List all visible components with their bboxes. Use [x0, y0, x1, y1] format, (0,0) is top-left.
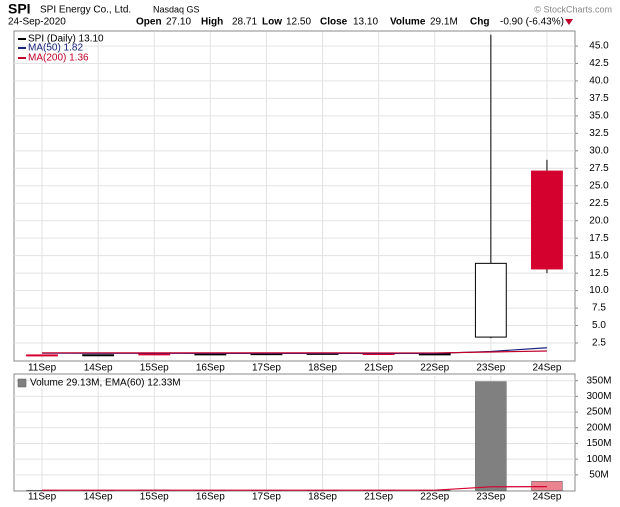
quote-value: 12.50 [286, 17, 311, 28]
legend-swatch [17, 378, 27, 388]
down-arrow [565, 19, 573, 25]
volume-bar [475, 381, 507, 491]
line-series [42, 350, 547, 354]
candle-body [82, 354, 115, 357]
candle-body [531, 170, 563, 270]
line-series [42, 486, 547, 491]
y-tick-label: 20.0 [589, 215, 609, 226]
x-tick-label: 11Sep [28, 363, 57, 374]
y-tick-label: 200M [586, 422, 611, 433]
y-tick-label: 40.0 [589, 76, 609, 87]
credit: © StockCharts.com [534, 4, 612, 14]
y-tick-label: 15.0 [589, 250, 609, 261]
y-tick-label: 42.5 [589, 58, 609, 69]
legend-entry: SPI (Daily) 13.10 [28, 34, 104, 45]
x-tick-label: 18Sep [308, 492, 337, 503]
x-tick-label: 14Sep [84, 363, 113, 374]
y-tick-label: 7.5 [592, 303, 606, 314]
x-tick-label: 24Sep [532, 363, 561, 374]
y-tick-label: 10.0 [589, 285, 609, 296]
y-tick-label: 30.0 [589, 145, 609, 156]
x-tick-label: 14Sep [84, 492, 113, 503]
x-tick-label: 16Sep [196, 363, 225, 374]
quote-label: Volume [390, 17, 426, 28]
symbol: SPI [8, 1, 31, 17]
y-tick-label: 100M [586, 454, 611, 465]
legend-entry: MA(50) 1.82 [28, 43, 83, 54]
quote-label: Close [320, 17, 348, 28]
y-tick-label: 150M [586, 438, 611, 449]
x-tick-label: 24Sep [532, 492, 561, 503]
y-tick-label: 32.5 [589, 128, 609, 139]
volume-bar [531, 481, 563, 491]
x-tick-label: 22Sep [420, 492, 449, 503]
x-tick-label: 21Sep [364, 492, 393, 503]
legend-entry: Volume 29.13M, EMA(60) 12.33M [30, 378, 181, 389]
y-tick-label: 250M [586, 407, 611, 418]
quote-label: High [201, 17, 223, 28]
y-tick-label: 12.5 [589, 268, 609, 279]
quote-label: Low [262, 17, 282, 28]
y-tick-label: 350M [586, 375, 611, 386]
y-tick-label: 300M [586, 391, 611, 402]
quote-label: Open [136, 17, 162, 28]
x-tick-label: 18Sep [308, 363, 337, 374]
y-tick-label: 2.5 [592, 338, 606, 349]
x-tick-label: 22Sep [420, 363, 449, 374]
x-tick-label: 11Sep [28, 492, 57, 503]
candle-body [474, 262, 507, 338]
y-tick-label: 27.5 [589, 163, 609, 174]
candle-body [26, 354, 58, 357]
y-tick-label: 37.5 [589, 93, 609, 104]
x-tick-label: 16Sep [196, 492, 225, 503]
x-tick-label: 23Sep [476, 492, 505, 503]
x-tick-label: 21Sep [364, 363, 393, 374]
y-tick-label: 35.0 [589, 111, 609, 122]
volume-panel [13, 373, 576, 492]
candle-body [194, 353, 227, 356]
quote-value: 27.10 [166, 17, 191, 28]
y-tick-label: 22.5 [589, 198, 609, 209]
x-tick-label: 17Sep [252, 363, 281, 374]
candle-body [138, 353, 171, 356]
price-panel [13, 30, 576, 362]
x-tick-label: 15Sep [140, 492, 169, 503]
y-tick-label: 5.0 [592, 320, 606, 331]
quote-value: 28.71 [232, 17, 257, 28]
quote-value: 13.10 [353, 17, 378, 28]
y-tick-label: 50M [589, 469, 608, 480]
x-tick-label: 15Sep [140, 363, 169, 374]
legend-entry: MA(200) 1.36 [28, 53, 89, 64]
x-tick-label: 23Sep [476, 363, 505, 374]
quote-label: Chg [470, 17, 489, 28]
quote-value: 29.1M [430, 17, 458, 28]
x-tick-label: 17Sep [252, 492, 281, 503]
date: 24-Sep-2020 [8, 17, 66, 28]
y-tick-label: 17.5 [589, 233, 609, 244]
quote-value: -0.90 (-6.43%) [500, 17, 564, 28]
y-tick-label: 45.0 [589, 41, 609, 52]
y-tick-label: 25.0 [589, 180, 609, 191]
company-name: SPI Energy Co., Ltd. [40, 5, 131, 16]
exchange: Nasdaq GS [153, 4, 200, 14]
